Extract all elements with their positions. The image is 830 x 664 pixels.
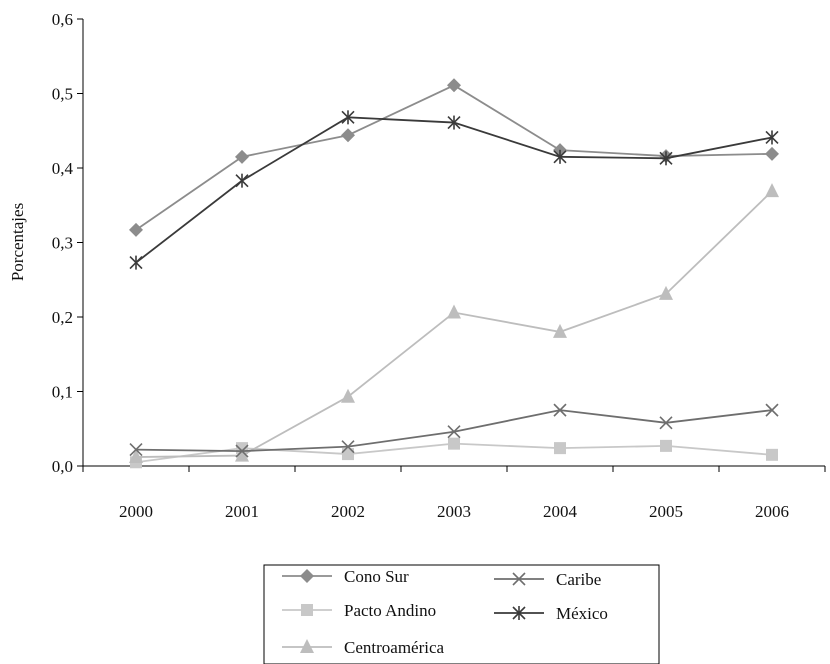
- data-point: [448, 437, 460, 450]
- series-layer: [129, 78, 779, 469]
- y-axis-title: Porcentajes: [8, 203, 27, 281]
- legend-label: Centroamérica: [344, 638, 445, 657]
- data-point: [447, 78, 461, 93]
- legend: Cono Sur Pacto Andino Centroamérica Caribe M…: [263, 564, 660, 664]
- data-point: [341, 110, 355, 125]
- data-point: [341, 440, 355, 454]
- data-point: [342, 448, 354, 461]
- series-0: [129, 78, 779, 237]
- series-3: [129, 403, 779, 458]
- legend-marker: [512, 606, 526, 620]
- legend-item: Cono Sur: [282, 567, 409, 586]
- y-tick-label: 0,1: [52, 383, 73, 402]
- data-point: [235, 447, 249, 462]
- legend-marker: [512, 572, 526, 586]
- data-point: [554, 442, 566, 455]
- legend-marker: [300, 639, 314, 653]
- data-point: [235, 444, 249, 458]
- x-tick-label: 2004: [543, 502, 578, 521]
- data-point: [765, 183, 779, 198]
- data-point: [765, 130, 779, 145]
- series-line: [135, 190, 773, 458]
- data-point: [659, 151, 673, 166]
- y-tick-label: 0,4: [52, 159, 74, 178]
- legend-item: Pacto Andino: [282, 601, 436, 620]
- legend-marker: [301, 604, 313, 616]
- legend-label: Caribe: [556, 570, 601, 589]
- data-point: [341, 128, 355, 143]
- data-point: [553, 149, 567, 164]
- data-point: [659, 416, 673, 430]
- data-point: [765, 146, 779, 161]
- x-tick-label: 2006: [755, 502, 789, 521]
- y-tick-label: 0,5: [52, 85, 73, 104]
- data-point: [447, 304, 461, 319]
- x-tick-label: 2000: [119, 502, 153, 521]
- x-tick-label: 2003: [437, 502, 471, 521]
- data-point: [129, 443, 143, 457]
- x-tick-label: 2001: [225, 502, 259, 521]
- y-tick-label: 0,2: [52, 308, 73, 327]
- data-point: [129, 255, 143, 270]
- data-point: [553, 403, 567, 417]
- data-point: [553, 323, 567, 338]
- series-1: [130, 437, 778, 469]
- series-2: [129, 183, 779, 464]
- series-4: [129, 110, 779, 270]
- data-point: [447, 115, 461, 130]
- legend-item: México: [494, 604, 608, 623]
- series-line: [135, 84, 773, 231]
- data-point: [235, 149, 249, 164]
- legend-label: Cono Sur: [344, 567, 409, 586]
- series-line: [135, 116, 773, 264]
- data-point: [766, 448, 778, 461]
- x-tick-label: 2005: [649, 502, 683, 521]
- x-tick-label: 2002: [331, 502, 365, 521]
- data-point: [341, 388, 355, 403]
- axes: Porcentajes 0,0 0,1 0,2 0,3 0,4 0,5 0,6 2000 200…: [8, 10, 826, 521]
- data-point: [765, 403, 779, 417]
- data-point: [129, 449, 143, 464]
- legend-item: Centroamérica: [282, 638, 445, 657]
- data-point: [659, 285, 673, 300]
- legend-label: Pacto Andino: [344, 601, 436, 620]
- y-tick-label: 0,6: [52, 10, 73, 29]
- y-tick-label: 0,0: [52, 457, 73, 476]
- data-point: [129, 222, 143, 237]
- legend-item: Caribe: [494, 570, 601, 589]
- data-point: [660, 439, 672, 452]
- legend-marker: [300, 569, 314, 583]
- legend-label: México: [556, 604, 608, 623]
- y-tick-label: 0,3: [52, 234, 73, 253]
- data-point: [447, 425, 461, 439]
- data-point: [235, 173, 249, 188]
